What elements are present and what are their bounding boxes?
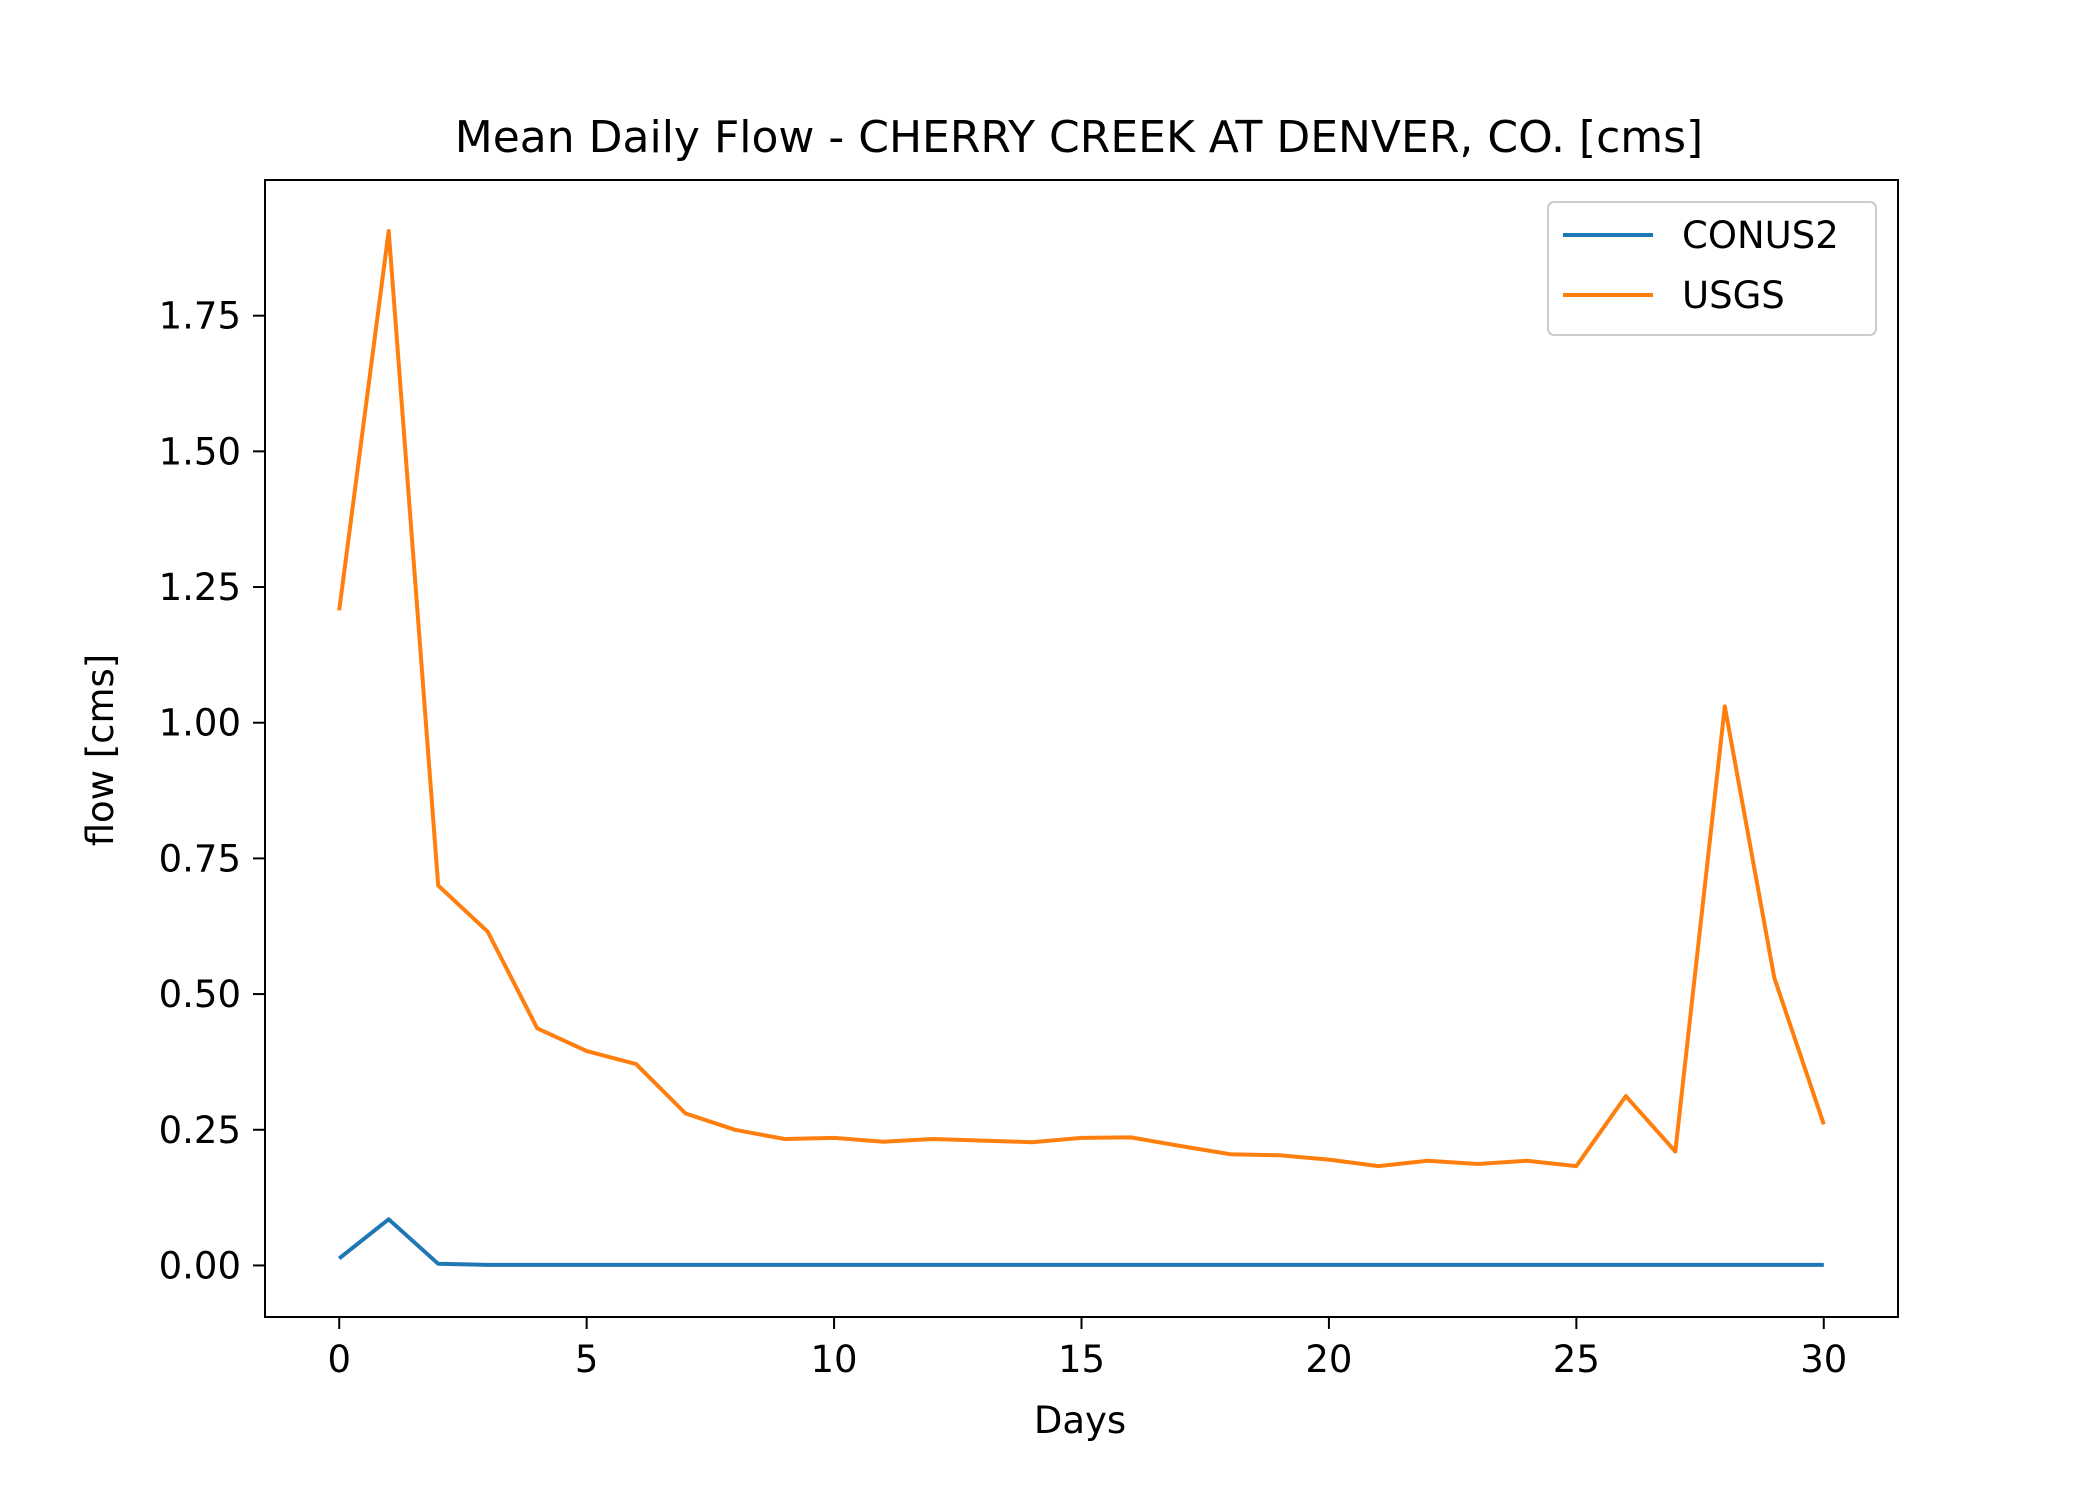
- y-tick-label: 0.25: [159, 1109, 241, 1152]
- y-tick-label: 0.75: [159, 837, 241, 880]
- plot-area: 0 5 10 15 20 25 30 0.00 0.25 0.50 0.75 1.00 1.25 1.5…: [159, 179, 1899, 1381]
- x-tick-label: 5: [575, 1338, 599, 1381]
- x-axis-ticks: 0 5 10 15 20 25 30: [327, 1317, 1847, 1381]
- y-axis-label: flow [cms]: [79, 654, 122, 847]
- x-tick-label: 15: [1058, 1338, 1105, 1381]
- series-layer: [337, 229, 1826, 1267]
- y-tick-label: 1.25: [159, 566, 241, 609]
- x-tick-label: 20: [1305, 1338, 1352, 1381]
- y-axis-ticks: 0.00 0.25 0.50 0.75 1.00 1.25 1.50 1.75: [159, 295, 265, 1287]
- legend-label-usgs: USGS: [1682, 274, 1785, 317]
- x-tick-label: 0: [327, 1338, 351, 1381]
- series-line-usgs: [337, 229, 1826, 1169]
- x-tick-label: 10: [811, 1338, 858, 1381]
- y-tick-label: 1.00: [159, 702, 241, 745]
- x-axis-label: Days: [1034, 1399, 1126, 1442]
- legend-label-conus2: CONUS2: [1682, 214, 1839, 257]
- x-tick-label: 30: [1800, 1338, 1847, 1381]
- y-tick-label: 0.50: [159, 973, 241, 1016]
- series-line-conus2: [337, 1217, 1824, 1267]
- chart-title: Mean Daily Flow - CHERRY CREEK AT DENVER…: [455, 112, 1703, 163]
- y-tick-label: 1.75: [159, 295, 241, 338]
- legend: CONUS2 USGS: [1547, 201, 1877, 336]
- y-tick-label: 0.00: [159, 1244, 241, 1287]
- x-tick-label: 25: [1553, 1338, 1600, 1381]
- y-tick-label: 1.50: [159, 430, 241, 473]
- plot-frame: [264, 179, 1899, 1318]
